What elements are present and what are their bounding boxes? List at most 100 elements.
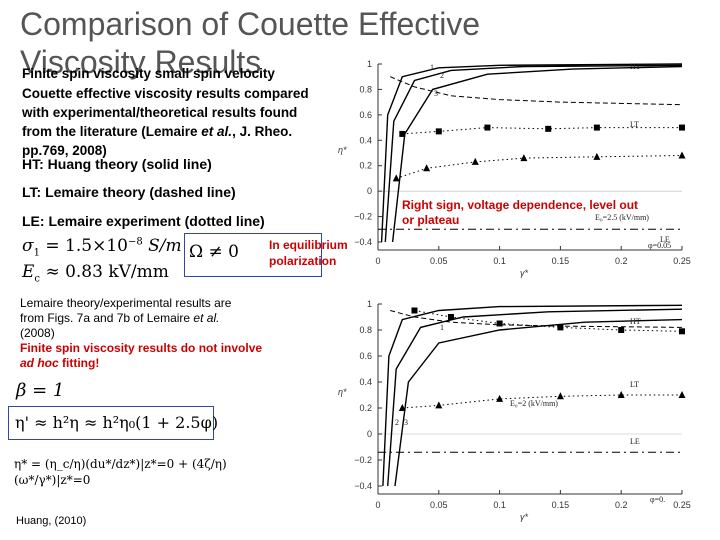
sigma-value: = 1.5×10 bbox=[45, 236, 128, 256]
triangle-marker bbox=[617, 391, 625, 398]
y-tick-label: 0.6 bbox=[359, 110, 372, 120]
triangle-marker bbox=[556, 392, 564, 400]
square-marker bbox=[618, 327, 625, 333]
y-axis-label: η* bbox=[338, 387, 347, 397]
intro-line-3: from the literature (Lemaire et al., J. … bbox=[22, 122, 292, 141]
square-marker bbox=[435, 128, 442, 135]
y-tick-label: 0.2 bbox=[359, 161, 372, 171]
graph-top-svg: 10.80.60.40.20−0.2−0.40 0.05 0.1 0.15 0.2 0.2… bbox=[338, 59, 691, 278]
y-tick-label: −0.4 bbox=[354, 237, 372, 247]
triangle-marker bbox=[423, 164, 431, 172]
intro-line-3-post: , J. Rheo. bbox=[232, 124, 293, 139]
slide-title-line1: Comparison of Couette Effective bbox=[20, 6, 481, 42]
lemaire-note-1: Lemaire theory/experimental results are bbox=[20, 296, 232, 310]
sigma-sub: 1 bbox=[33, 247, 40, 259]
intro-line-3-pre: from the literature (Lemaire bbox=[22, 124, 202, 139]
y-tick-label: 0.4 bbox=[359, 135, 372, 145]
square-marker bbox=[545, 125, 552, 132]
intro-line-2: with experimental/theoretical results fo… bbox=[22, 105, 298, 120]
series-line-5 bbox=[396, 155, 683, 179]
ec-symbol: E bbox=[22, 262, 35, 282]
y-axis-label: η* bbox=[338, 145, 347, 155]
side-note-1: Right sign, voltage dependence, level ou… bbox=[402, 198, 639, 212]
omega-equation: Ω ≠ 0 bbox=[189, 242, 239, 262]
x-tick-label: 0.1 bbox=[493, 256, 506, 266]
series-line-1 bbox=[387, 308, 683, 487]
triangle-marker bbox=[398, 404, 406, 411]
series-line-4 bbox=[402, 127, 682, 135]
square-marker bbox=[447, 314, 454, 320]
sigma-unit: S/m bbox=[148, 236, 182, 256]
ec-sub: c bbox=[34, 273, 41, 285]
triangle-marker bbox=[593, 152, 601, 160]
x-tick-label: 0.15 bbox=[552, 500, 570, 510]
annotation-label: 1 bbox=[430, 63, 434, 72]
intro-line-1: Couette effective viscosity results comp… bbox=[22, 86, 309, 101]
annotation-label: HT bbox=[630, 317, 641, 326]
graph-bottom-svg: 10.80.60.40.20−0.2−0.40 0.05 0.1 0.15 0.2 0.2… bbox=[338, 299, 691, 522]
series-line-3 bbox=[390, 310, 683, 328]
y-tick-label: 0.4 bbox=[359, 377, 372, 387]
annotation-label: HT bbox=[630, 62, 641, 71]
ec-equation: Ec ≈ 0.83 kV/mm bbox=[22, 262, 169, 284]
triangle-marker bbox=[520, 154, 528, 162]
series-line-2 bbox=[391, 65, 683, 243]
triangle-marker bbox=[496, 394, 504, 402]
omega-box: Ω ≠ 0 In equilibrium polarization bbox=[184, 233, 348, 277]
triangle-marker bbox=[392, 174, 400, 182]
square-marker bbox=[484, 124, 491, 131]
series-line-5 bbox=[402, 394, 682, 409]
annotation-label: 1 bbox=[440, 323, 444, 332]
annotation-label: LE bbox=[630, 437, 640, 446]
square-marker bbox=[593, 124, 600, 131]
equilibrium-note-1: In equilibrium bbox=[269, 238, 348, 252]
annotation-label: φ=0. bbox=[650, 495, 665, 504]
lemaire-et-al: et al. bbox=[193, 311, 220, 325]
x-tick-label: 0.1 bbox=[493, 500, 506, 510]
finite-note-ad-hoc: ad hoc bbox=[20, 356, 59, 370]
triangle-marker bbox=[435, 401, 443, 409]
annotation-label: 3 bbox=[404, 418, 408, 427]
le-label: LE: Lemaire experiment (dotted line) bbox=[22, 213, 265, 229]
sigma-exp: −8 bbox=[127, 236, 143, 248]
eta-prime-box: η' ≈ h²η ≈ h²η₀(1 + 2.5φ) bbox=[8, 406, 218, 440]
annotation-label: LT bbox=[630, 380, 639, 389]
x-tick-label: 0 bbox=[375, 500, 380, 510]
series-line-0 bbox=[380, 63, 683, 243]
square-marker bbox=[399, 130, 406, 137]
square-marker bbox=[679, 124, 685, 131]
y-tick-label: −0.2 bbox=[354, 212, 372, 222]
equilibrium-note-2: polarization bbox=[269, 254, 337, 268]
y-tick-label: 1 bbox=[367, 299, 372, 309]
annotation-label: LE bbox=[660, 235, 670, 244]
ec-value: ≈ 0.83 kV/mm bbox=[45, 262, 169, 282]
y-tick-label: 0 bbox=[367, 186, 372, 196]
lemaire-note-2-pre: from Figs. 7a and 7b of Lemaire bbox=[20, 311, 194, 325]
x-tick-label: 0.05 bbox=[430, 500, 448, 510]
annotation-label: 2 bbox=[440, 71, 444, 80]
series-line-0 bbox=[382, 304, 683, 487]
square-marker bbox=[496, 320, 503, 327]
lt-label: LT: Lemaire theory (dashed line) bbox=[22, 184, 236, 200]
square-marker bbox=[411, 307, 418, 314]
y-tick-label: −0.4 bbox=[354, 481, 372, 491]
intro-line-4: pp.769, 2008) bbox=[22, 143, 107, 158]
x-axis-label: γ* bbox=[520, 268, 529, 278]
eta-prime-equation: η' ≈ h²η ≈ h²η₀(1 + 2.5φ) bbox=[15, 413, 219, 432]
side-note-2: or plateau bbox=[402, 213, 460, 227]
x-tick-label: 0.2 bbox=[615, 500, 628, 510]
x-tick-label: 0 bbox=[375, 256, 380, 266]
finite-note-2-post: fitting! bbox=[58, 356, 100, 370]
lemaire-note-3: (2008) bbox=[20, 326, 55, 340]
y-tick-label: 0.2 bbox=[359, 403, 372, 413]
graph-top: 1 0.8 0.6 0.4 0.2 0 −0.2 −0.4 0 0.05 0.1 0.15 0.2 0.2… bbox=[330, 52, 691, 287]
annotation-label: 3 bbox=[434, 89, 438, 98]
citation: Huang, (2010) bbox=[16, 515, 87, 527]
series-line-1 bbox=[384, 64, 683, 243]
intro-et-al: et al. bbox=[201, 124, 233, 139]
triangle-marker bbox=[678, 391, 686, 398]
x-tick-label: 0.05 bbox=[430, 256, 448, 266]
graph-bottom: 1 0.8 0.6 0.4 0.2 0 −0.2 −0.4 0 0.05 0.1 0.15 0.2 0.2… bbox=[330, 290, 691, 540]
square-marker bbox=[557, 324, 564, 331]
x-axis-label: γ* bbox=[520, 512, 529, 522]
